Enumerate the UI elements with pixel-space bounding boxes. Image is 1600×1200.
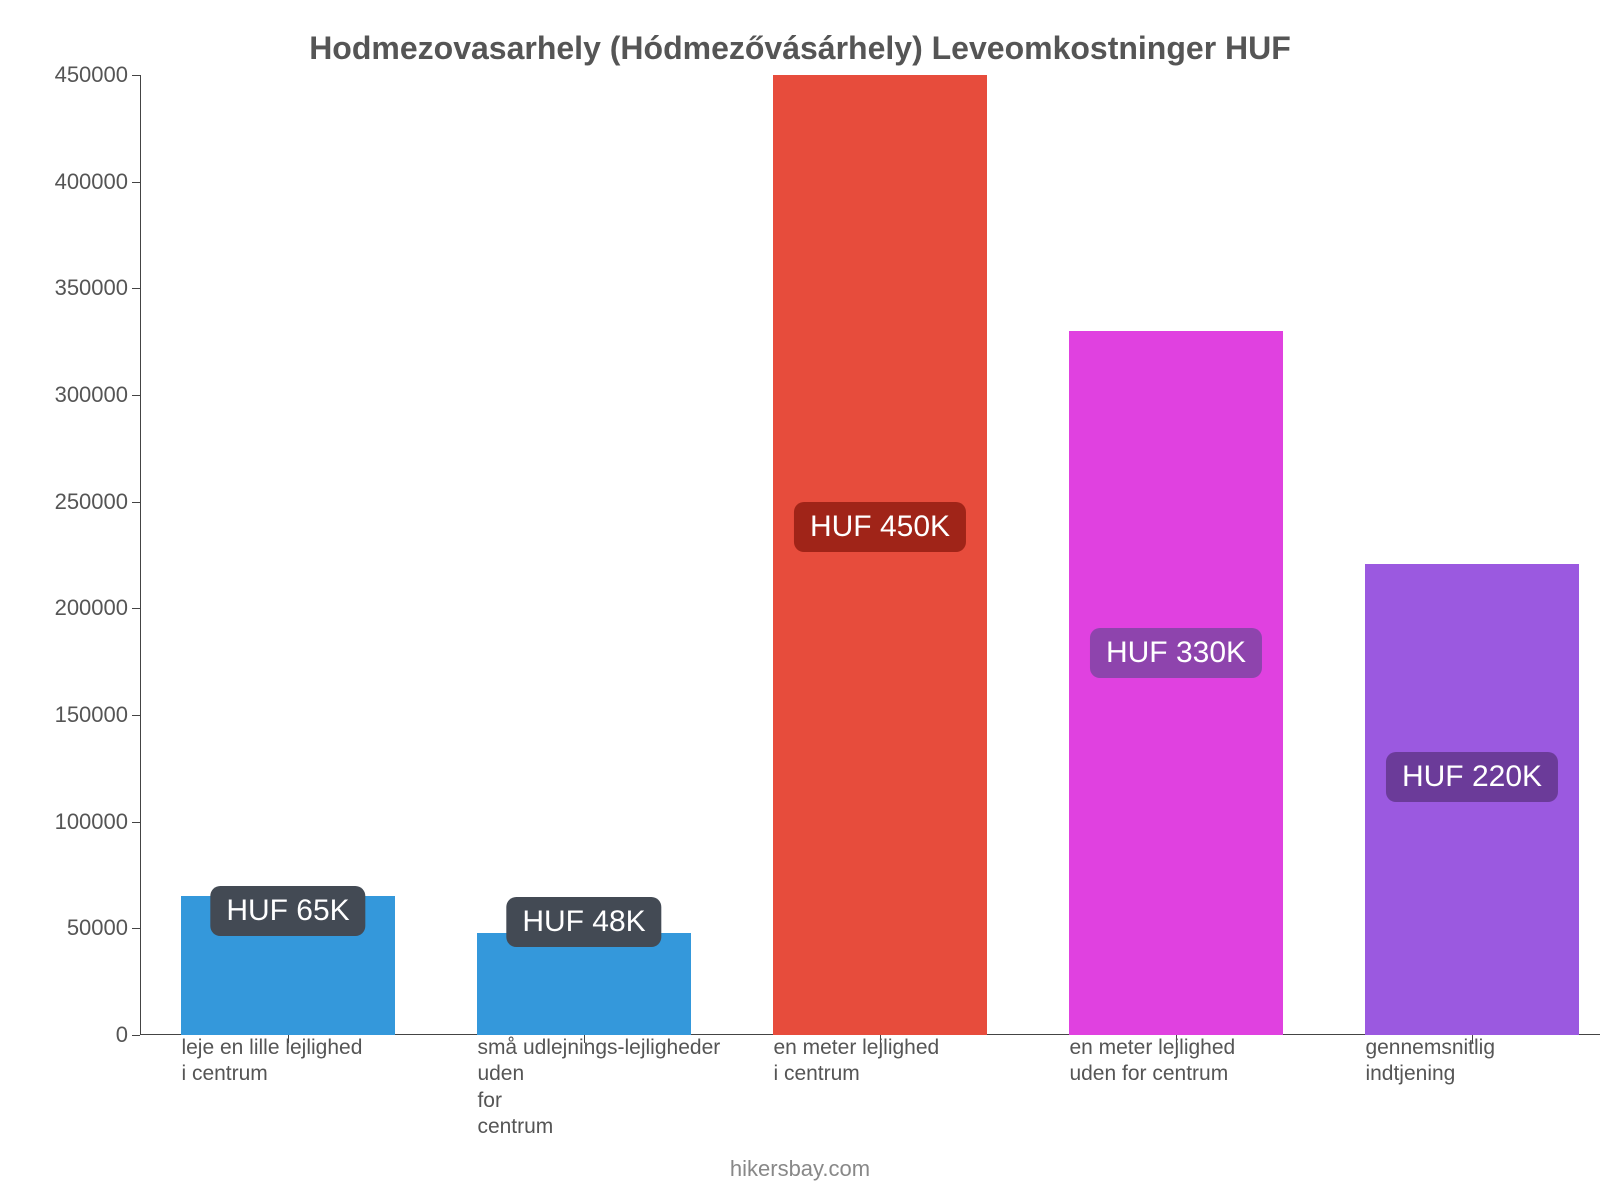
chart-title: Hodmezovasarhely (Hódmezővásárhely) Leve… — [40, 30, 1560, 67]
ytick-label: 200000 — [55, 595, 140, 621]
xlabel: en meter lejlighedi centrum — [773, 1035, 1016, 1088]
value-badge: HUF 330K — [1090, 628, 1262, 678]
xlabel: en meter lejligheduden for centrum — [1069, 1035, 1312, 1088]
xlabel: små udlejnings-lejlighederudenforcentrum — [477, 1035, 720, 1140]
xlabels-row: leje en lille lejlighedi centrumsmå udle… — [140, 1035, 1600, 1045]
ytick-label: 150000 — [55, 702, 140, 728]
value-badge: HUF 65K — [210, 886, 365, 936]
ytick-label: 450000 — [55, 62, 140, 88]
value-badge: HUF 220K — [1386, 752, 1558, 802]
bar — [773, 75, 986, 1035]
ytick-label: 300000 — [55, 382, 140, 408]
xlabel: leje en lille lejlighedi centrum — [181, 1035, 424, 1088]
value-badge: HUF 48K — [506, 897, 661, 947]
plot-region: 0500001000001500002000002500003000003500… — [140, 75, 1600, 1035]
xlabel: gennemsnitligindtjening — [1365, 1035, 1600, 1088]
ytick-label: 100000 — [55, 809, 140, 835]
ytick-label: 50000 — [67, 915, 140, 941]
chart-container: Hodmezovasarhely (Hódmezővásárhely) Leve… — [0, 0, 1600, 1200]
bar — [1069, 331, 1282, 1035]
ytick-label: 350000 — [55, 275, 140, 301]
ytick-label: 0 — [116, 1022, 140, 1048]
ytick-label: 400000 — [55, 169, 140, 195]
footer-credit: hikersbay.com — [0, 1156, 1600, 1182]
value-badge: HUF 450K — [794, 502, 966, 552]
bar — [477, 933, 690, 1035]
ytick-label: 250000 — [55, 489, 140, 515]
